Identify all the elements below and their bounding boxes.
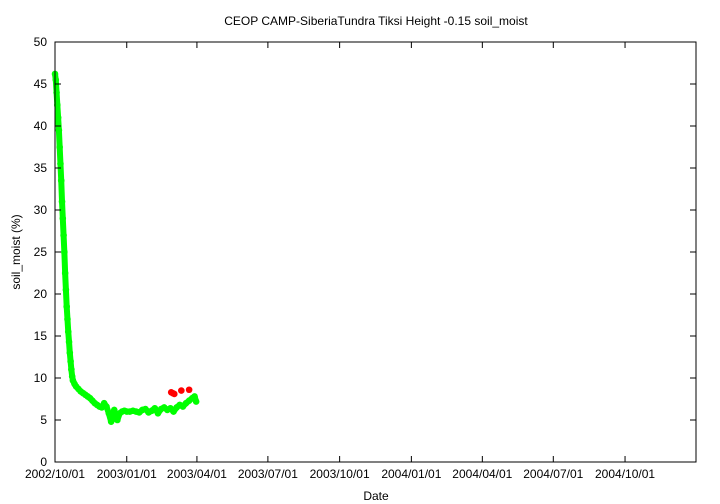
y-tick-label: 10 [34, 371, 48, 385]
axis-ticks: 0 5 10 15 20 25 30 35 40 45 50 2002/10/01 2003/01/01… [25, 35, 696, 481]
data-point [110, 406, 118, 414]
data-point [67, 357, 74, 365]
chart-title: CEOP CAMP-SiberiaTundra Tiksi Height -0.… [224, 14, 528, 28]
series-0 [51, 70, 200, 425]
data-point [54, 114, 62, 121]
x-tick-label: 2003/07/01 [238, 467, 298, 481]
data-point [62, 286, 70, 294]
x-tick-label: 2004/04/01 [452, 467, 512, 481]
data-point [191, 393, 198, 400]
y-tick-label: 40 [34, 119, 48, 133]
y-tick-label: 50 [34, 35, 48, 49]
data-point [68, 366, 75, 373]
data-point [114, 416, 121, 424]
series-segment [61, 249, 69, 276]
data-point [66, 349, 74, 357]
plot-frame [54, 41, 697, 463]
data-point [63, 303, 70, 310]
data-point [107, 418, 115, 425]
y-tick-label: 5 [40, 413, 47, 427]
y-tick-label: 15 [34, 329, 48, 343]
data-point [151, 404, 159, 412]
data-point [192, 398, 200, 405]
y-tick-label: 0 [40, 455, 47, 469]
data-point [53, 89, 60, 96]
data-point [55, 126, 63, 134]
data-point [52, 76, 60, 84]
x-tick-label: 2004/10/01 [595, 467, 655, 481]
x-tick-label: 2003/01/01 [97, 467, 157, 481]
x-axis-label: Date [363, 489, 389, 503]
data-point [65, 338, 73, 346]
y-tick-label: 20 [34, 287, 48, 301]
x-tick-label: 2003/10/01 [310, 467, 370, 481]
data-point [54, 101, 61, 109]
data-point [57, 177, 65, 184]
data-point [64, 328, 72, 336]
x-tick-label: 2002/10/01 [25, 467, 85, 481]
data-point [185, 386, 193, 394]
data-point [57, 160, 64, 168]
data-point [171, 390, 178, 398]
y-tick-label: 35 [34, 161, 48, 175]
x-tick-label: 2004/07/01 [523, 467, 583, 481]
data-point [61, 248, 68, 256]
plot-marks [51, 70, 200, 425]
x-tick-label: 2004/01/01 [381, 467, 441, 481]
data-point [178, 387, 185, 394]
y-axis-label: soil_moist (%) [9, 214, 23, 289]
y-tick-label: 30 [34, 203, 48, 217]
data-point [58, 198, 66, 205]
data-point [103, 403, 110, 410]
y-tick-label: 45 [34, 77, 48, 91]
series-1 [167, 386, 193, 398]
y-tick-label: 25 [34, 245, 48, 259]
x-tick-label: 2003/04/01 [167, 467, 227, 481]
data-point [61, 269, 69, 277]
series-segment [58, 177, 66, 205]
data-point [60, 231, 67, 239]
data-point [56, 143, 63, 151]
data-point [59, 215, 67, 222]
data-point [64, 315, 71, 323]
